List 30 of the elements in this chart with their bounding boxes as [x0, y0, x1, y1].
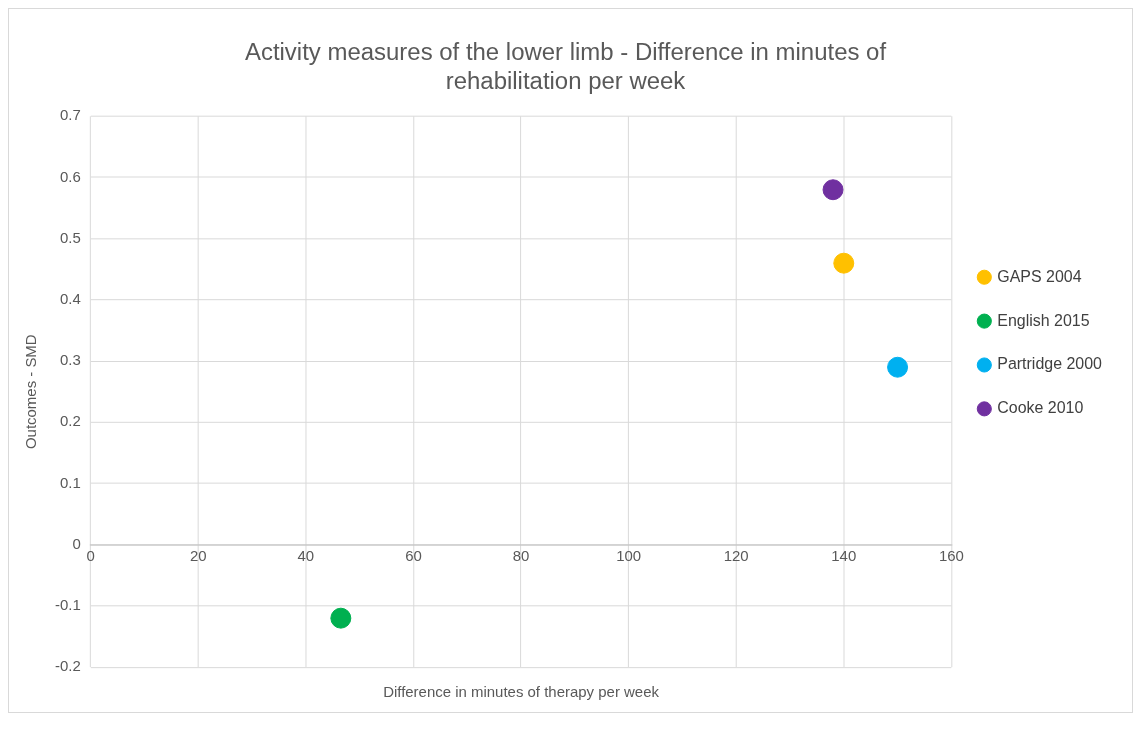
x-tick-label: 160	[938, 546, 964, 564]
y-tick-label: 0.1	[59, 473, 81, 491]
x-tick-label: 40	[297, 546, 315, 564]
legend-label: Cooke 2010	[997, 399, 1084, 417]
legend-label: Partridge 2000	[997, 355, 1103, 373]
x-tick-label: 80	[512, 546, 530, 564]
y-tick-label: 0.5	[59, 228, 81, 246]
y-tick-label: 0.4	[59, 290, 81, 308]
y-tick-label: 0.6	[59, 167, 81, 185]
chart-title: Activity measures of the lower limb - Difference in minutes of rehabilitation per week	[244, 37, 887, 94]
point	[330, 607, 352, 629]
point	[887, 356, 909, 378]
legend-label: English 2015	[997, 311, 1090, 329]
x-tick-label: 100	[616, 546, 642, 564]
x-tick-label: 20	[189, 546, 207, 564]
legend-label: GAPS 2004	[997, 267, 1082, 285]
y-tick-label: 0	[72, 534, 81, 552]
y-axis-title: Outcomes - SMD	[22, 334, 40, 450]
y-tick-label: -0.2	[54, 657, 81, 675]
point	[833, 252, 855, 274]
x-tick-label: 140	[831, 546, 857, 564]
x-tick-label: 120	[723, 546, 749, 564]
y-tick-label: -0.1	[54, 596, 81, 614]
y-tick-label: 0.2	[59, 412, 81, 430]
x-tick-label: 0	[86, 546, 95, 564]
x-tick-label: 60	[405, 546, 422, 564]
y-tick-label: 0.7	[59, 106, 81, 124]
point	[822, 179, 844, 201]
y-tick-label: 0.3	[59, 351, 81, 369]
x-axis-title: Difference in minutes of therapy per week	[383, 682, 660, 700]
